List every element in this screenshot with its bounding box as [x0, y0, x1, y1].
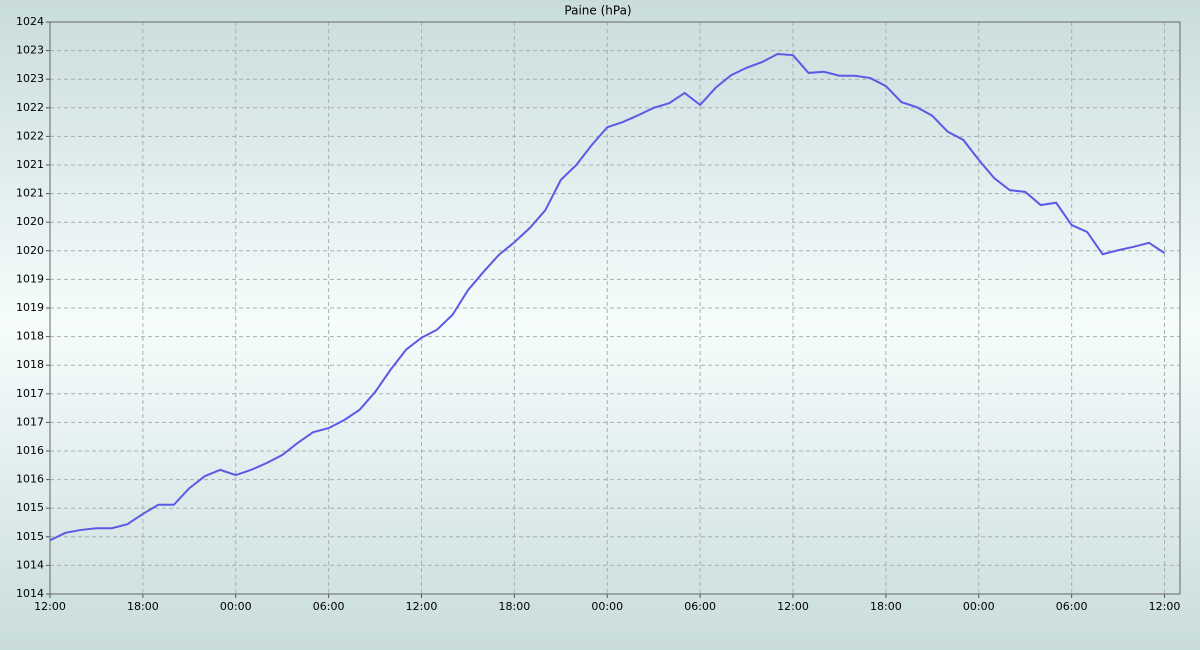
- plot-area: 1014 1014 1015 1015 1016 1016 1017 1017 1018 1018…: [16, 15, 1181, 613]
- y-tick-label: 1014: [16, 587, 44, 600]
- x-tick-label: 06:00: [684, 600, 716, 613]
- y-tick-label: 1019: [16, 301, 44, 314]
- x-tick-label: 00:00: [591, 600, 623, 613]
- y-tick-label: 1018: [16, 358, 44, 371]
- x-tick-label: 18:00: [499, 600, 531, 613]
- x-tick-label: 12:00: [34, 600, 66, 613]
- y-tick-label: 1015: [16, 530, 44, 543]
- y-tick-label: 1021: [16, 187, 44, 200]
- y-tick-label: 1020: [16, 215, 44, 228]
- y-tick-label: 1016: [16, 444, 44, 457]
- y-tick-label: 1017: [16, 387, 44, 400]
- x-tick-label: 00:00: [963, 600, 995, 613]
- y-tick-label: 1022: [16, 129, 44, 142]
- y-tick-label: 1017: [16, 415, 44, 428]
- y-tick-label: 1020: [16, 244, 44, 257]
- y-tick-label: 1016: [16, 473, 44, 486]
- x-tick-label: 12:00: [777, 600, 809, 613]
- x-tick-label: 00:00: [220, 600, 252, 613]
- y-tick-label: 1015: [16, 501, 44, 514]
- x-tick-label: 06:00: [1056, 600, 1088, 613]
- y-tick-label: 1021: [16, 158, 44, 171]
- y-tick-label: 1014: [16, 558, 44, 571]
- line-series: [49, 53, 1166, 542]
- y-tick-label: 1023: [16, 44, 44, 57]
- y-tick-label: 1023: [16, 72, 44, 85]
- x-tick-label: 18:00: [870, 600, 902, 613]
- x-tick-label: 12:00: [406, 600, 438, 613]
- x-tick-label: 12:00: [1149, 600, 1181, 613]
- y-tick-label: 1019: [16, 272, 44, 285]
- chart-title: Paine (hPa): [564, 4, 631, 18]
- y-tick-label: 1018: [16, 330, 44, 343]
- plot-frame: [49, 21, 1181, 595]
- y-tick-label: 1022: [16, 101, 44, 114]
- x-tick-label: 18:00: [127, 600, 159, 613]
- y-tick-label: 1024: [16, 15, 44, 28]
- x-tick-label: 06:00: [313, 600, 345, 613]
